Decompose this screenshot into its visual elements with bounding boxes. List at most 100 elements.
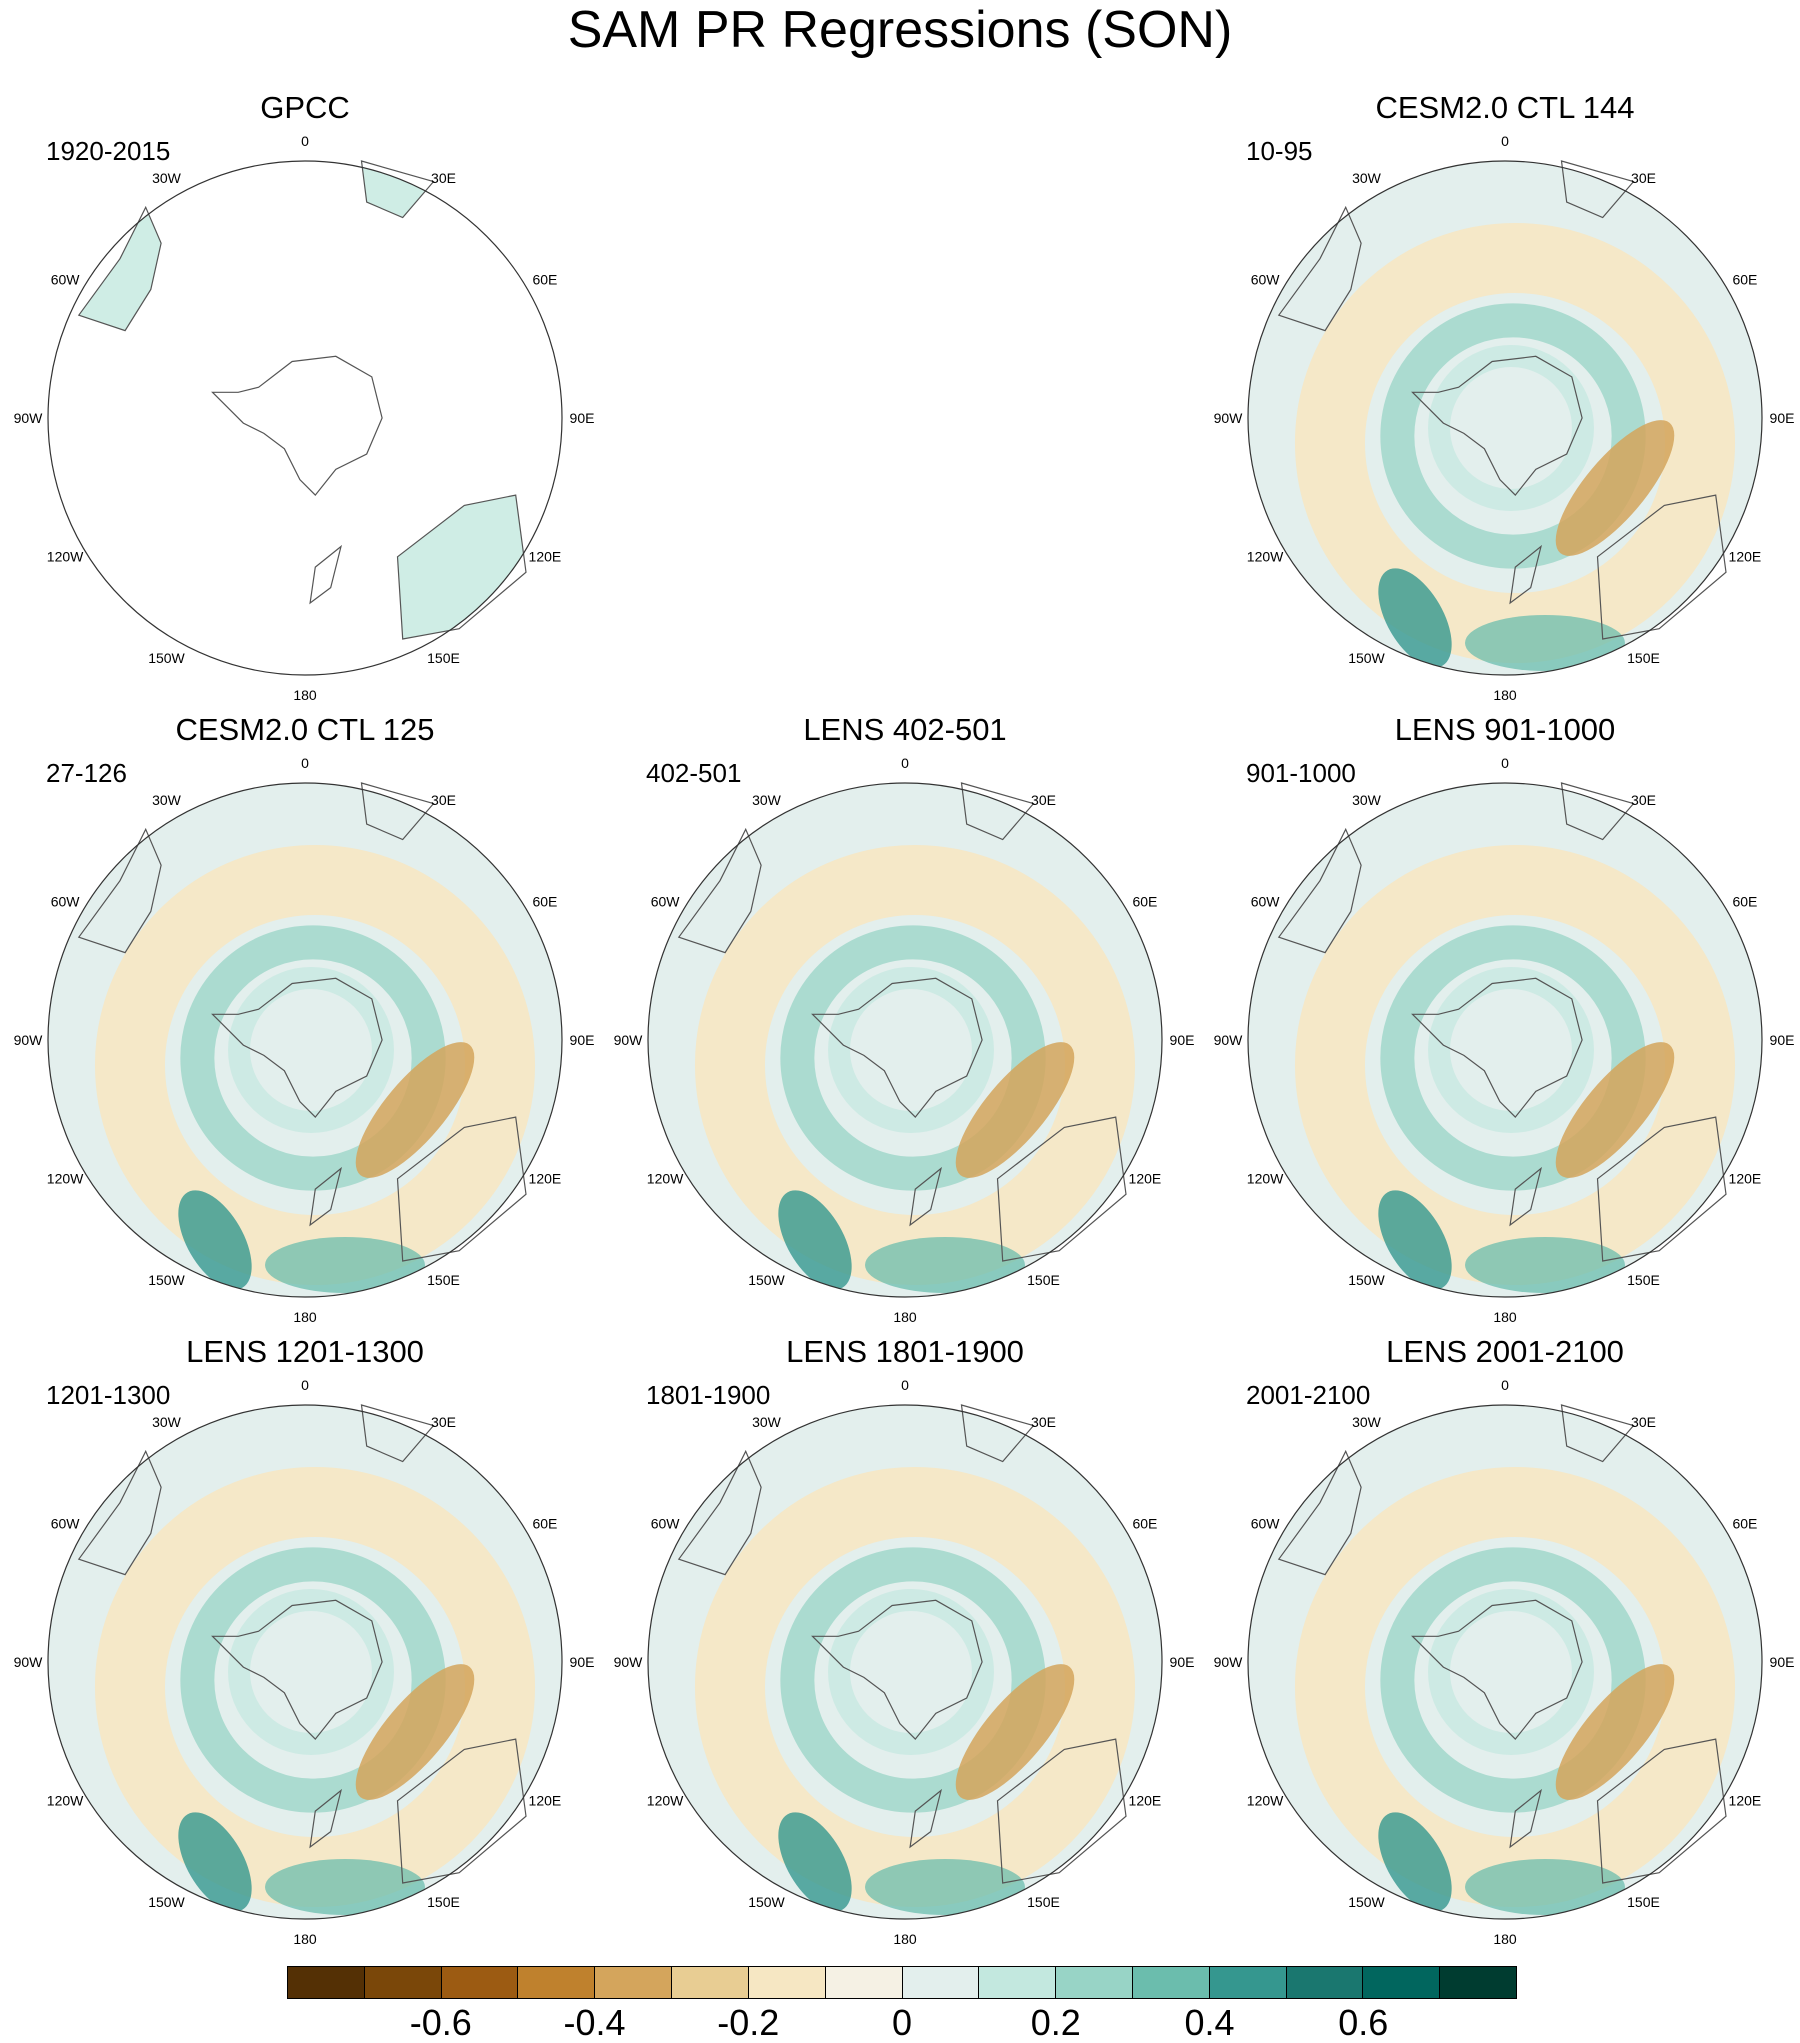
longitude-label: 150W (748, 1894, 785, 1910)
longitude-label: 30W (1352, 792, 1382, 808)
longitude-label: 60W (1251, 894, 1281, 910)
longitude-label: 30W (752, 792, 782, 808)
coastline (309, 544, 343, 605)
polar-map: 0 30E 60E 90E 120E 150E 180 150W 120W 90W 60W 30W (1214, 133, 1795, 703)
colorbar-swatch (979, 1967, 1057, 1998)
colorbar-swatch (902, 1967, 980, 1998)
longitude-label: 30W (1352, 170, 1382, 186)
coastline (211, 977, 383, 1118)
contour-band (1428, 1589, 1594, 1755)
panel-period: 1920-2015 (46, 136, 171, 166)
regression-field (48, 783, 562, 1297)
colorbar-swatch (1056, 1967, 1133, 1998)
colorbar-swatch (1440, 1967, 1516, 1998)
map-boundary (47, 782, 563, 1298)
longitude-label: 90E (570, 1654, 595, 1670)
longitude-label: 90W (14, 1654, 44, 1670)
longitude-label: 120E (1729, 1171, 1762, 1187)
panel-period: 27-126 (46, 758, 127, 788)
coastline (677, 1449, 762, 1576)
panel-period: 901-1000 (1246, 758, 1356, 788)
contour-band (228, 1589, 394, 1755)
contour-band (228, 967, 394, 1133)
coastline (396, 494, 527, 640)
longitude-label: 150W (148, 650, 185, 666)
longitude-label: 150W (1348, 650, 1385, 666)
contour-band (828, 1589, 994, 1755)
longitude-label: 180 (893, 1931, 917, 1947)
coastline (1509, 544, 1543, 605)
longitude-label: 60E (532, 272, 557, 288)
colorbar-swatch (288, 1967, 365, 1998)
panel-title: LENS 402-501 (803, 712, 1007, 747)
coastline (960, 1404, 1035, 1463)
longitude-label: 0 (1501, 755, 1509, 771)
longitude-label: 180 (293, 1931, 317, 1947)
contour-blob (865, 1237, 1025, 1293)
longitude-label: 90W (1214, 1032, 1244, 1048)
contour-band (828, 967, 994, 1133)
panel-title: LENS 2001-2100 (1386, 1334, 1624, 1369)
coastline (960, 782, 1035, 841)
coastline (77, 827, 162, 954)
longitude-label: 30E (1631, 792, 1656, 808)
longitude-label: 120W (47, 1793, 84, 1809)
longitude-label: 120W (47, 1171, 84, 1187)
regression-field (648, 783, 1162, 1297)
contour-blob (1555, 1664, 1675, 1800)
contour-band (1428, 345, 1594, 511)
coastline (211, 355, 383, 496)
longitude-label: 150E (1627, 1272, 1660, 1288)
coastline (360, 160, 435, 219)
map-panel-lens-1801-1900: LENS 1801-1900 1801-1900 0 30E 60E 90E 120E 1… (600, 1334, 1200, 1954)
polar-map: 0 30E 60E 90E 120E 150E 180 150W 120W 90W 60W 30W (1214, 755, 1795, 1325)
coastline (1411, 355, 1583, 496)
coastline (1509, 1166, 1543, 1227)
longitude-label: 90E (570, 1032, 595, 1048)
contour-blob (178, 1190, 252, 1290)
colorbar-tick-label: 0.6 (1338, 2002, 1389, 2043)
map-boundary (1247, 1404, 1763, 1920)
longitude-label: 120E (529, 1171, 562, 1187)
contour-blob (1465, 615, 1625, 671)
coastline (1277, 827, 1362, 954)
coastline (1596, 1116, 1727, 1262)
longitude-label: 120E (1729, 1793, 1762, 1809)
map-panel-cesm2-ctl-144: CESM2.0 CTL 144 10-95 0 30E 60E 90E 120E 150E… (1200, 90, 1800, 710)
longitude-label: 180 (1493, 1309, 1517, 1325)
longitude-label: 0 (301, 755, 309, 771)
polar-map: 0 30E 60E 90E 120E 150E 180 150W 120W 90W 60W 30W (614, 755, 1195, 1325)
longitude-label: 30E (431, 792, 456, 808)
longitude-label: 180 (893, 1309, 917, 1325)
contour-blob (1555, 420, 1675, 556)
coastline (360, 782, 435, 841)
coastline (909, 1788, 943, 1849)
colorbar-tick-label: -0.2 (717, 2002, 780, 2043)
contour-blob (355, 1042, 475, 1178)
map-panel-lens-402-501: LENS 402-501 402-501 0 30E 60E 90E 120E 150E 1… (600, 712, 1200, 1332)
map-panel-gpcc: GPCC 1920-2015 0 30E 60E 90E 120E 150E 180 150W… (0, 90, 600, 710)
land-only-field (78, 161, 526, 639)
longitude-label: 30E (1631, 1414, 1656, 1430)
colorbar-swatch (1363, 1967, 1441, 1998)
longitude-label: 90E (1170, 1654, 1195, 1670)
colorbar-bar (287, 1966, 1517, 1999)
polar-map: 0 30E 60E 90E 120E 150E 180 150W 120W 90W 60W 30W (614, 1377, 1195, 1947)
colorbar: -0.6 -0.4 -0.2 0 0.2 0.4 0.6 (287, 1966, 1517, 2042)
longitude-label: 150W (748, 1272, 785, 1288)
panel-title: GPCC (260, 90, 350, 125)
panel-period: 2001-2100 (1246, 1380, 1371, 1410)
longitude-label: 30E (431, 1414, 456, 1430)
panel-title: LENS 901-1000 (1394, 712, 1616, 747)
longitude-label: 60E (1732, 894, 1757, 910)
polar-map: 0 30E 60E 90E 120E 150E 180 150W 120W 90W 60W 30W (14, 1377, 595, 1947)
longitude-label: 150W (1348, 1272, 1385, 1288)
longitude-label: 60E (532, 894, 557, 910)
map-boundary (1247, 160, 1763, 676)
longitude-label: 150E (427, 1272, 460, 1288)
longitude-label: 90E (1770, 410, 1795, 426)
regression-field (48, 1405, 562, 1919)
longitude-label: 120W (47, 549, 84, 565)
polar-map: 0 30E 60E 90E 120E 150E 180 150W 120W 90W 60W 30W (14, 755, 595, 1325)
coastline (811, 1599, 983, 1740)
